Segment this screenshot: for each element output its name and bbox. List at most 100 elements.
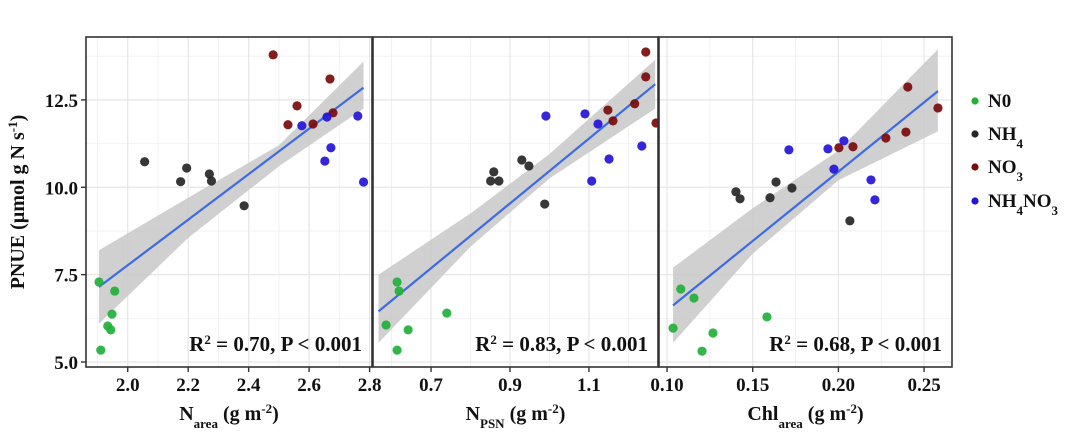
legend-label: NH4NO3 [988,191,1059,218]
data-point [603,105,613,115]
regression-line [672,90,939,307]
legend-item-nh4no3: NH4NO3 [971,191,1059,218]
data-point [403,325,413,335]
legend-marker [971,197,979,205]
x-axis-title-end: ) [559,403,566,425]
data-point [641,72,651,82]
data-point [308,119,318,129]
data-point [834,143,844,153]
data-point [933,103,943,113]
x-axis-title-main: N [466,403,481,425]
data-point [283,120,293,130]
x-axis-title-main: N [179,403,194,425]
data-point [641,47,651,57]
data-point [494,176,504,186]
data-point [870,195,880,205]
legend-item-nh4: NH4 [971,124,1024,151]
legend-label-sub: 4 [1017,203,1024,218]
series-nh4 [731,177,855,226]
x-axis-title-main: Chl [747,403,779,425]
data-point [866,175,876,185]
data-point [637,141,647,151]
series-nh4 [486,155,550,209]
panel-border [85,36,373,368]
data-point [182,163,192,173]
data-point [110,286,120,296]
stats-annotation: R2 = 0.68, P < 0.001 [769,332,942,357]
data-point [731,187,741,197]
y-tick-label: 12.5 [45,91,78,112]
panel-border [658,36,953,368]
y-axis: 5.0 7.5 10.0 12.5 [45,91,86,374]
x-tick-label: 0.20 [822,375,855,396]
data-point [708,328,718,338]
data-point [541,111,551,121]
data-point [839,136,849,146]
data-point [107,309,117,319]
data-point [829,164,839,174]
x-axis-title-rest: (g m [505,403,549,425]
x-tick-label: 0.7 [419,375,443,396]
x-axis-title-end: ) [272,403,279,425]
legend-label-sub: 4 [1017,136,1024,151]
legend-label-sub: 3 [1017,169,1024,184]
data-point [358,177,369,187]
panel-1: R2 = 0.70, P < 0.001 2.0 2.2 2.4 2.6 2.8 Narea… [85,36,381,431]
x-tick-label: 1.1 [577,375,601,396]
legend-label-main: N0 [988,91,1011,112]
stats-r-sup: 2 [784,332,791,347]
data-point [823,144,833,154]
regression-line [98,86,365,288]
y-tick-label: 5.0 [54,353,78,374]
stats-r: R [189,332,205,356]
legend-item-n0: N0 [971,91,1011,112]
data-point [268,50,278,60]
panel-2: R2 = 0.83, P < 0.001 0.7 0.9 1.1 NPSN (g m-2… [372,36,661,431]
x-axis-title-sup: -2 [548,401,559,416]
x-axis-title-sub: PSN [480,416,505,431]
confidence-band [673,49,938,343]
data-point [540,199,550,209]
x-axis-title-rest: (g m [218,403,262,425]
panel-3: R2 = 0.68, P < 0.001 0.10 0.15 0.20 0.25 Chla… [650,36,953,431]
series-n0 [668,284,772,356]
x-axis-title: Narea (g m-2) [179,401,279,431]
data-point [239,201,249,211]
legend-label-tail: NO [1023,191,1052,212]
series-nh4no3 [541,109,647,186]
stats-text: = 0.68, P < 0.001 [791,332,942,356]
panel-border [372,36,659,368]
data-point [608,116,618,126]
data-point [765,193,775,203]
series-nh4no3 [784,136,880,205]
data-point [106,325,116,335]
x-tick-label: 0.9 [498,375,522,396]
stats-r: R [769,332,785,356]
x-axis-title-end: ) [857,403,864,425]
legend-label-main: NO [988,157,1017,178]
data-point [580,109,590,119]
y-tick-label: 7.5 [54,266,78,287]
legend-label: N0 [988,91,1011,112]
data-point [96,345,106,355]
series-no3 [834,82,943,153]
x-axis-title-sup: -2 [846,401,857,416]
stats-text: = 0.83, P < 0.001 [497,332,648,356]
x-tick-label: 0.25 [907,375,940,396]
data-point [489,167,499,177]
x-axis-title-sub: area [194,416,219,431]
data-point [787,183,797,193]
data-point [176,177,186,187]
data-point [903,82,913,92]
data-point [848,142,858,152]
data-point [771,177,781,187]
y-axis-title-end: ) [7,115,29,122]
data-point [668,323,678,333]
data-point [735,194,745,204]
legend-label-sub2: 3 [1052,203,1059,218]
series-nh4no3 [297,111,369,187]
data-point [593,119,603,129]
legend-marker [971,130,979,138]
